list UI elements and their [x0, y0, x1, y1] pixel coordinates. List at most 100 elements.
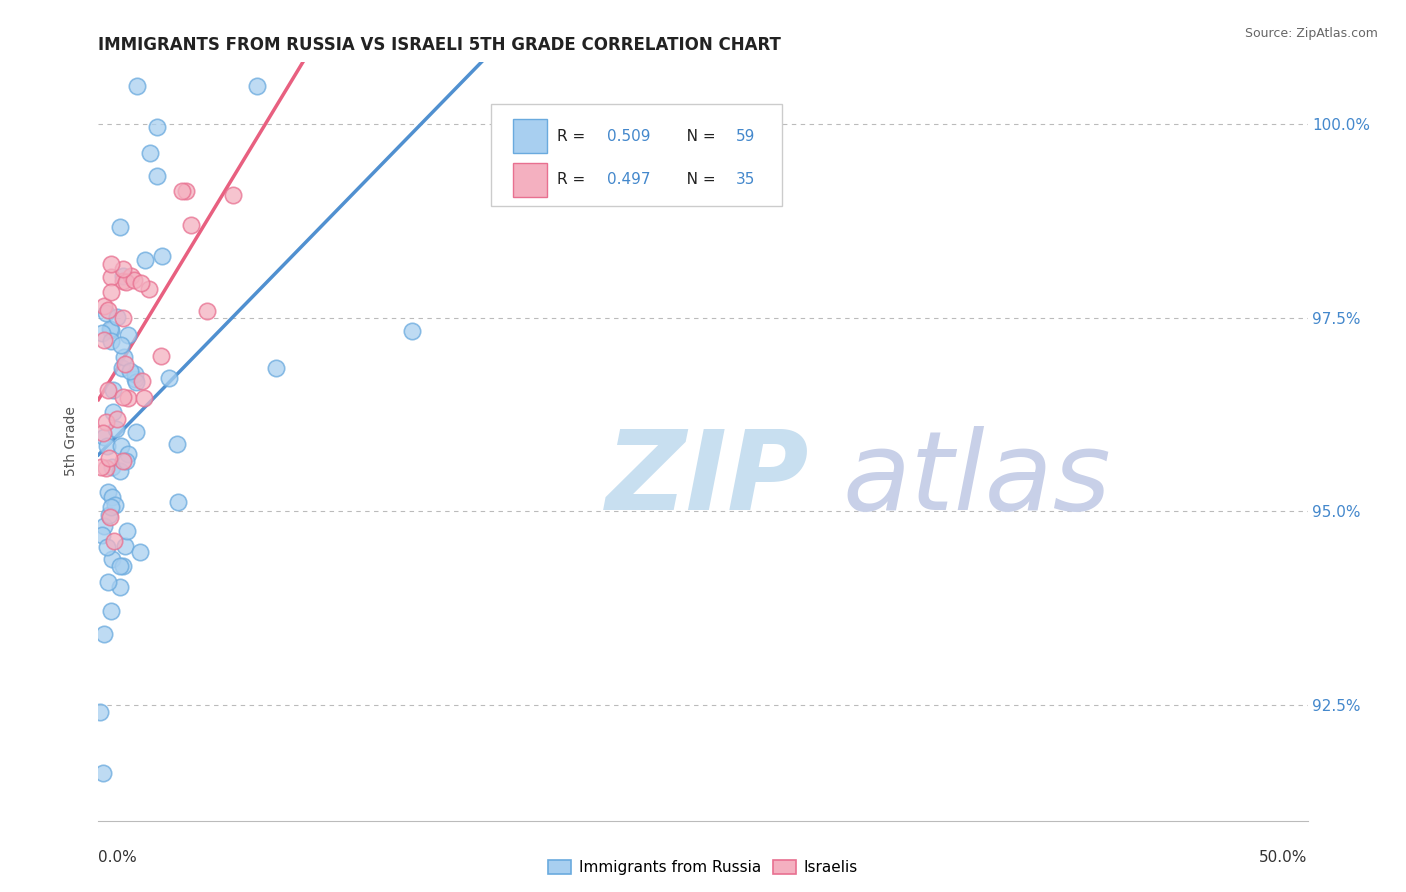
Point	[97, 303, 120, 318]
Point	[97, 574, 120, 589]
Point	[90, 459, 112, 474]
Point	[134, 391, 156, 405]
Bar	[513, 119, 547, 153]
Point	[105, 310, 128, 324]
Point	[122, 273, 145, 287]
Point	[145, 169, 167, 184]
Point	[93, 299, 115, 313]
Point	[96, 384, 118, 398]
FancyBboxPatch shape	[492, 104, 782, 207]
Point	[103, 533, 125, 548]
Point	[166, 436, 188, 450]
Point	[108, 559, 131, 574]
Point	[112, 262, 135, 277]
Point	[100, 257, 122, 271]
Point	[125, 375, 148, 389]
Text: Source: ZipAtlas.com: Source: ZipAtlas.com	[1244, 27, 1378, 40]
Text: 50.0%: 50.0%	[1260, 850, 1308, 865]
Point	[149, 349, 172, 363]
Point	[100, 500, 122, 515]
Point	[172, 184, 194, 198]
Point	[115, 275, 138, 289]
Point	[108, 220, 131, 235]
Point	[91, 426, 114, 441]
Point	[134, 253, 156, 268]
Point	[100, 490, 122, 504]
Point	[131, 276, 153, 290]
Point	[180, 219, 202, 233]
Text: 59: 59	[735, 128, 755, 144]
Point	[93, 430, 115, 444]
Point	[125, 78, 148, 93]
Point	[166, 495, 188, 509]
Point	[93, 518, 115, 533]
Point	[246, 78, 269, 93]
Point	[115, 524, 138, 538]
Text: ZIP: ZIP	[606, 426, 810, 533]
Point	[117, 328, 139, 343]
Point	[90, 326, 112, 340]
Point	[112, 310, 135, 325]
Point	[97, 451, 120, 466]
Point	[195, 304, 218, 318]
Point	[89, 705, 111, 719]
Point	[157, 371, 180, 385]
Text: 0.497: 0.497	[607, 172, 651, 187]
Point	[111, 274, 134, 288]
Point	[101, 405, 124, 419]
Text: 0.509: 0.509	[607, 128, 651, 144]
Point	[131, 374, 153, 388]
Point	[117, 391, 139, 405]
Bar	[513, 162, 547, 197]
Point	[108, 464, 131, 478]
Point	[176, 184, 198, 198]
Text: 35: 35	[735, 172, 755, 187]
Point	[93, 333, 115, 347]
Point	[97, 485, 120, 500]
Point	[139, 146, 162, 161]
Point	[117, 447, 139, 461]
Point	[100, 334, 122, 349]
Point	[98, 510, 121, 524]
Point	[105, 412, 128, 426]
Point	[124, 368, 146, 382]
Point	[96, 439, 118, 453]
Point	[111, 559, 134, 574]
Point	[112, 390, 135, 404]
Point	[94, 415, 117, 429]
Point	[104, 498, 127, 512]
Point	[90, 528, 112, 542]
Point	[100, 323, 122, 337]
Point	[264, 361, 287, 376]
Text: N =: N =	[672, 128, 720, 144]
Point	[146, 120, 169, 135]
Point	[97, 508, 120, 523]
Text: IMMIGRANTS FROM RUSSIA VS ISRAELI 5TH GRADE CORRELATION CHART: IMMIGRANTS FROM RUSSIA VS ISRAELI 5TH GR…	[98, 36, 782, 54]
Point	[124, 425, 146, 439]
Point	[129, 545, 152, 559]
Text: R =: R =	[557, 172, 589, 187]
Point	[120, 269, 142, 284]
Point	[114, 539, 136, 553]
Point	[96, 540, 118, 554]
Point	[112, 351, 135, 365]
Point	[96, 305, 118, 319]
Point	[110, 439, 132, 453]
Point	[101, 551, 124, 566]
Text: 0.0%: 0.0%	[98, 850, 138, 865]
Point	[94, 460, 117, 475]
Point	[114, 357, 136, 371]
Point	[112, 268, 135, 283]
Text: N =: N =	[672, 172, 720, 187]
Point	[111, 361, 134, 376]
Legend: Immigrants from Russia, Israelis: Immigrants from Russia, Israelis	[541, 854, 865, 881]
Point	[98, 322, 121, 336]
Point	[110, 337, 132, 351]
Point	[111, 454, 134, 468]
Point	[93, 627, 115, 641]
Point	[401, 324, 423, 338]
Y-axis label: 5th Grade: 5th Grade	[63, 407, 77, 476]
Point	[150, 249, 173, 263]
Point	[101, 459, 124, 474]
Point	[101, 383, 124, 397]
